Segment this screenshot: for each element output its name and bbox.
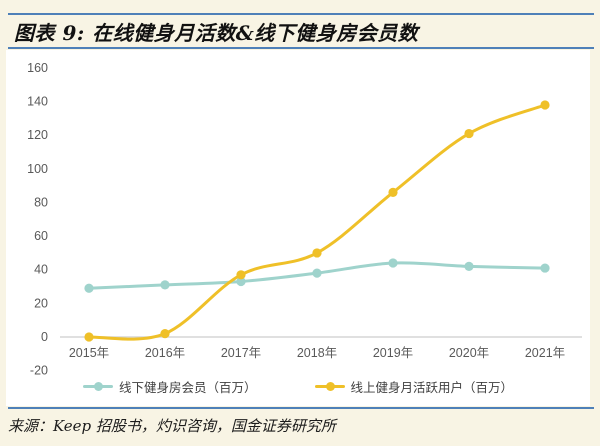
- svg-text:160: 160: [27, 61, 48, 75]
- svg-text:20: 20: [34, 296, 48, 310]
- legend-label-offline: 线下健身房会员（百万）: [118, 381, 257, 395]
- legend-label-online: 线上健身月活跃用户（百万）: [350, 381, 514, 395]
- title-divider: [8, 47, 594, 49]
- yellow-line-dot-icon: [314, 382, 345, 391]
- svg-text:120: 120: [27, 128, 48, 142]
- svg-text:2020年: 2020年: [449, 346, 489, 360]
- bottom-divider: [8, 407, 594, 409]
- teal-line-dot-icon: [82, 382, 113, 391]
- svg-text:60: 60: [34, 229, 48, 243]
- svg-text:-20: -20: [30, 364, 48, 378]
- svg-text:0: 0: [41, 330, 48, 344]
- svg-text:2016年: 2016年: [145, 346, 185, 360]
- svg-text:2018年: 2018年: [297, 346, 337, 360]
- legend-item-online: 线上健身月活跃用户（百万）: [314, 377, 514, 396]
- source-attribution: 来源：Keep 招股书，灼识咨询，国金证券研究所: [8, 417, 336, 435]
- svg-text:2019年: 2019年: [373, 346, 413, 360]
- svg-text:2017年: 2017年: [221, 346, 261, 360]
- svg-text:2015年: 2015年: [69, 346, 109, 360]
- figure-title: 图表 9: 在线健身月活数&线下健身房会员数: [14, 21, 419, 45]
- chart-legend: 线下健身房会员（百万） 线上健身月活跃用户（百万）: [6, 377, 590, 396]
- line-chart: 160 140 120 100 80 60 40 20 0 -20 2015年 2016年 2017年 2…: [27, 61, 582, 378]
- svg-text:40: 40: [34, 263, 48, 277]
- chart-panel: 160 140 120 100 80 60 40 20 0 -20 2015年 2016年 2017年 2…: [6, 50, 590, 406]
- legend-item-offline: 线下健身房会员（百万）: [82, 377, 257, 396]
- svg-text:2021年: 2021年: [525, 346, 565, 360]
- svg-text:80: 80: [34, 195, 48, 209]
- svg-text:140: 140: [27, 95, 48, 109]
- svg-text:100: 100: [27, 162, 48, 176]
- top-divider: [8, 13, 594, 15]
